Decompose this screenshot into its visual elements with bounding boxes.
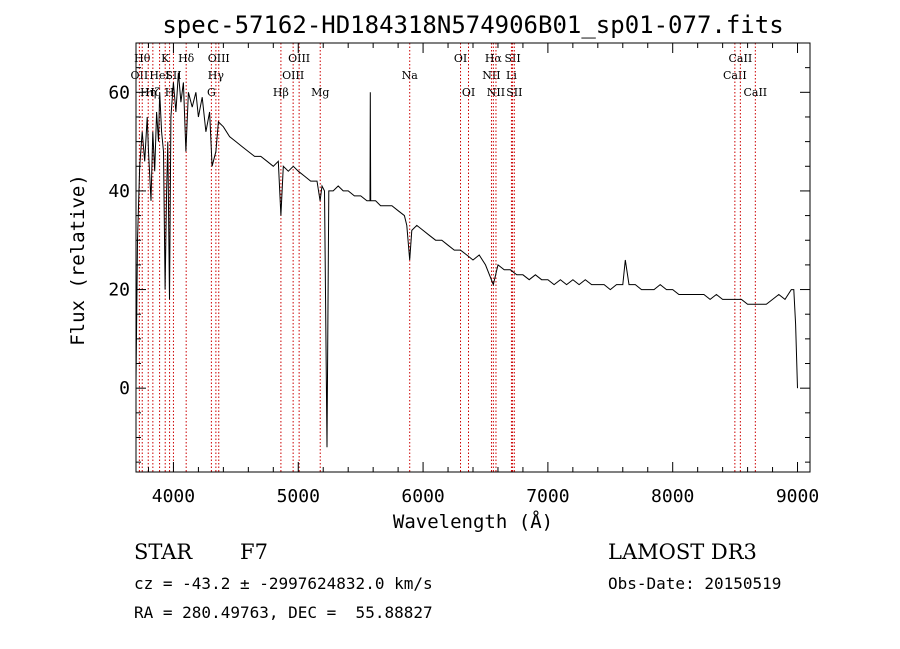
line-marker-label: OI: [454, 52, 467, 65]
line-marker-label: Li: [506, 69, 517, 82]
x-tick-label: 7000: [526, 486, 569, 507]
line-marker-label: Mg: [311, 86, 329, 99]
y-tick-label: 0: [119, 378, 130, 399]
line-marker-label: H: [165, 86, 175, 99]
line-marker-label: Hγ: [208, 69, 225, 82]
line-marker-label: CaII: [723, 69, 747, 82]
object-subclass: F7: [240, 540, 268, 564]
line-marker-label: CaII: [743, 86, 767, 99]
survey-name: LAMOST DR3: [608, 540, 757, 564]
line-marker-label: OIII: [282, 69, 304, 82]
y-axis-ticks: 0 20 40 60: [108, 67, 810, 463]
line-marker-label: K: [161, 52, 170, 65]
x-tick-label: 8000: [651, 486, 694, 507]
line-marker-label: OIII: [288, 52, 310, 65]
line-marker-label: SII: [504, 52, 520, 65]
ra-dec-coordinates: RA = 280.49763, DEC = 55.88827: [134, 603, 433, 622]
line-marker-label: G: [207, 86, 216, 99]
line-marker-label: OIII: [208, 52, 230, 65]
x-tick-label: 5000: [277, 486, 320, 507]
y-tick-label: 60: [108, 82, 130, 103]
line-marker-label: OI: [462, 86, 475, 99]
x-tick-label: 9000: [776, 486, 819, 507]
line-marker-label: Hδ: [178, 52, 195, 65]
spectrum-line: [135, 72, 798, 448]
x-axis-ticks: 4000 5000 6000 7000 8000 9000: [147, 43, 819, 507]
x-tick-label: 6000: [401, 486, 444, 507]
line-marker-label: Na: [402, 69, 419, 82]
redshift-cz: cz = -43.2 ± -2997624832.0 km/s: [134, 574, 433, 593]
line-marker-label: Hβ: [273, 86, 289, 99]
line-marker-label: Hθ: [134, 52, 151, 65]
obs-date: Obs-Date: 20150519: [608, 574, 782, 593]
y-tick-label: 20: [108, 280, 130, 301]
line-marker-label: NII: [487, 86, 505, 99]
line-marker-label: HeI: [149, 69, 169, 82]
plot-frame: [135, 42, 811, 473]
line-marker-label: SII: [506, 86, 522, 99]
x-tick-label: 4000: [152, 486, 195, 507]
line-marker-label: Hα: [485, 52, 503, 65]
line-marker-label: NII: [482, 69, 500, 82]
line-marker-label: Hζ: [145, 86, 161, 99]
line-marker-label: Hη: [140, 86, 156, 99]
object-class: STAR: [134, 540, 193, 564]
y-axis-label: Flux (relative): [67, 174, 89, 346]
y-tick-label: 40: [108, 181, 130, 202]
line-marker-label: OII: [131, 69, 149, 82]
line-marker-label: CaII: [729, 52, 753, 65]
x-axis-label: Wavelength (Å): [393, 510, 553, 533]
line-marker-label: SII: [165, 69, 181, 82]
spectrum-series: [135, 72, 798, 448]
chart-title: spec-57162-HD184318N574906B01_sp01-077.f…: [162, 11, 783, 39]
